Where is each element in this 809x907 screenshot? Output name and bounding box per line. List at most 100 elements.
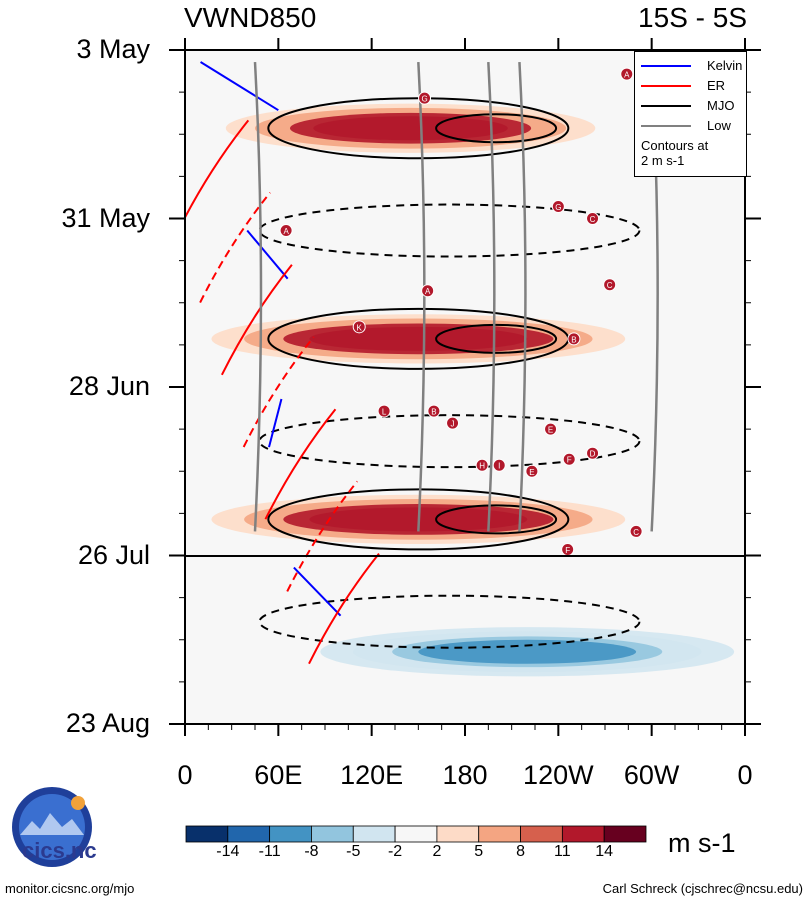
event-marker-label-5: C <box>590 215 596 224</box>
event-marker-label-2: A <box>425 287 431 296</box>
source-url[interactable]: monitor.cicsnc.org/mjo <box>5 881 135 896</box>
event-marker-13 <box>418 91 432 105</box>
event-marker-label-14: G <box>555 203 561 212</box>
event-marker-label-11: F <box>567 456 572 465</box>
legend-item-low: Low <box>641 118 741 134</box>
kelvin-contour-3 <box>293 566 342 617</box>
colorbar-swatch-1 <box>227 825 271 843</box>
legend-mjo-label: MJO <box>707 98 735 113</box>
kelvin-contour-2 <box>268 398 283 448</box>
event-marker-label-18: K <box>357 323 363 332</box>
event-marker-label-6: C <box>607 281 613 290</box>
logo-text: cics.nc <box>22 838 97 863</box>
colorbar-swatch-6 <box>436 825 480 843</box>
legend-kelvin-swatch <box>641 65 691 67</box>
x-tick-label-2: 120E <box>340 760 404 790</box>
mjo-neg-contour-1 <box>258 414 641 469</box>
colorbar-label-9: 14 <box>595 843 614 860</box>
legend-low-swatch <box>641 125 691 127</box>
colorbar-swatch-2 <box>269 825 312 843</box>
colorbar-label-6: 5 <box>474 843 484 860</box>
event-marker-11 <box>562 452 576 466</box>
x-tick-label-3: 180 <box>442 760 488 790</box>
er-contour-1 <box>199 191 271 304</box>
event-marker-15 <box>475 458 489 472</box>
event-marker-17 <box>446 416 460 430</box>
event-marker-6 <box>603 278 617 292</box>
colorbar-swatch-4 <box>352 825 396 843</box>
latitude-band-label: 15S - 5S <box>638 2 747 33</box>
er-contour-5 <box>286 480 359 592</box>
y-tick-label-3: 26 Jul <box>77 539 150 570</box>
event-marker-19 <box>377 404 391 418</box>
colorbar-label-2: -8 <box>304 843 319 860</box>
event-marker-3 <box>427 404 441 418</box>
legend: Kelvin ER MJO Low Contours at 2 m s-1 <box>634 51 747 177</box>
chart-title: VWND850 <box>184 2 317 33</box>
er-contour-6 <box>308 553 380 665</box>
colorbar-label-3: -5 <box>346 843 361 860</box>
legend-er-label: ER <box>707 78 726 93</box>
event-marker-5 <box>586 212 600 225</box>
mjo-neg-contour-0 <box>258 203 641 258</box>
event-marker-label-15: H <box>479 462 485 471</box>
legend-low-label: Low <box>707 118 731 133</box>
kelvin-contour-1 <box>246 229 289 280</box>
x-tick-label-0: 0 <box>177 760 193 790</box>
event-marker-label-13: G <box>421 95 427 104</box>
event-marker-14 <box>551 199 565 213</box>
event-marker-8 <box>586 446 600 460</box>
event-marker-label-12: F <box>565 546 570 555</box>
event-marker-1 <box>279 224 293 238</box>
y-tick-label-4: 23 Aug <box>65 708 150 738</box>
kelvin-contour-0 <box>200 61 279 112</box>
event-marker-0 <box>620 67 634 81</box>
legend-note-line2: 2 m s-1 <box>641 153 685 168</box>
colorbar-swatch-9 <box>561 825 605 843</box>
low-freq-contour-0 <box>253 61 263 532</box>
colorbar-label-0: -14 <box>216 843 240 860</box>
event-marker-2 <box>421 284 435 298</box>
legend-item-kelvin: Kelvin <box>641 58 742 74</box>
anomaly-band-3-level-3 <box>418 639 637 664</box>
author-credit: Carl Schreck (cjschrec@ncsu.edu) <box>602 881 803 896</box>
legend-contour-note: Contours at 2 m s-1 <box>641 138 708 168</box>
event-marker-label-10: E <box>548 426 553 435</box>
mjo-neg-contour-2 <box>258 594 641 649</box>
event-marker-label-4: B <box>571 335 576 344</box>
colorbar-swatch-5 <box>394 825 438 843</box>
low-freq-contour-2 <box>487 61 496 532</box>
event-marker-18 <box>352 320 366 334</box>
anomaly-band-1-level-3 <box>309 326 528 351</box>
event-marker-7 <box>629 524 643 538</box>
colorbar-label-5: 2 <box>432 843 442 860</box>
y-tick-label-2: 28 Jun <box>68 371 150 401</box>
x-tick-label-5: 60W <box>623 760 680 790</box>
event-marker-label-8: D <box>590 450 596 459</box>
mjo-inner-contour-2 <box>435 504 558 535</box>
legend-item-er: ER <box>641 78 741 94</box>
legend-item-mjo: MJO <box>641 98 741 114</box>
colorbar-unit: m s-1 <box>668 828 736 858</box>
x-tick-label-4: 120W <box>523 760 594 790</box>
event-marker-9 <box>525 464 539 478</box>
event-marker-label-3: B <box>431 408 436 417</box>
colorbar-swatch-3 <box>311 825 354 843</box>
colorbar-swatch-8 <box>520 825 563 843</box>
colorbar-swatch-7 <box>478 825 521 843</box>
event-marker-4 <box>567 332 581 346</box>
legend-er-swatch <box>641 85 691 87</box>
cics-logo-icon <box>12 787 92 867</box>
event-marker-label-0: A <box>624 71 630 80</box>
mjo-inner-contour-1 <box>435 323 558 354</box>
y-tick-label-1: 31 May <box>61 202 150 233</box>
event-marker-label-9: E <box>529 468 534 477</box>
colorbar-swatch-10 <box>603 825 647 843</box>
er-contour-3 <box>242 336 315 448</box>
legend-note-line1: Contours at <box>641 138 709 153</box>
colorbar-label-8: 11 <box>554 843 571 860</box>
er-contour-4 <box>264 408 337 520</box>
event-marker-10 <box>544 422 558 436</box>
colorbar-label-7: 8 <box>516 843 525 860</box>
event-marker-16 <box>492 458 506 472</box>
